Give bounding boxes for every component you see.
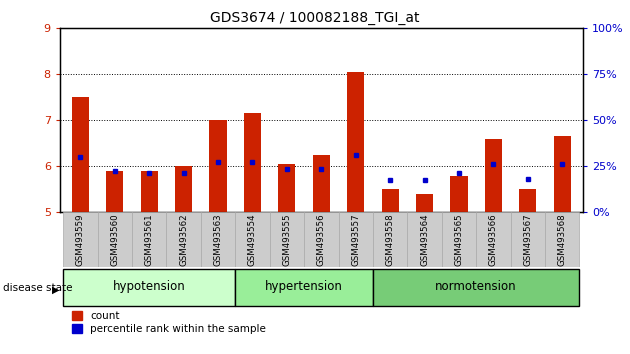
- FancyBboxPatch shape: [510, 212, 545, 267]
- Bar: [278, 164, 295, 212]
- Text: GSM493558: GSM493558: [386, 213, 394, 266]
- Bar: [416, 194, 433, 212]
- Bar: [140, 171, 158, 212]
- Text: GSM493565: GSM493565: [454, 213, 464, 266]
- Text: GSM493560: GSM493560: [110, 213, 120, 266]
- Bar: [450, 176, 467, 212]
- Text: normotension: normotension: [435, 280, 517, 293]
- Text: GSM493554: GSM493554: [248, 213, 257, 266]
- Bar: [106, 171, 123, 212]
- FancyBboxPatch shape: [98, 212, 132, 267]
- FancyBboxPatch shape: [338, 212, 373, 267]
- FancyBboxPatch shape: [304, 212, 338, 267]
- Text: GSM493557: GSM493557: [351, 213, 360, 266]
- Bar: [347, 72, 364, 212]
- FancyBboxPatch shape: [442, 212, 476, 267]
- Bar: [519, 189, 536, 212]
- Text: GSM493562: GSM493562: [179, 213, 188, 266]
- Bar: [244, 113, 261, 212]
- FancyBboxPatch shape: [201, 212, 235, 267]
- Text: GSM493566: GSM493566: [489, 213, 498, 266]
- FancyBboxPatch shape: [545, 212, 580, 267]
- FancyBboxPatch shape: [63, 269, 235, 306]
- Bar: [484, 139, 502, 212]
- FancyBboxPatch shape: [476, 212, 510, 267]
- Bar: [312, 155, 330, 212]
- Text: GSM493563: GSM493563: [214, 213, 222, 266]
- Bar: [210, 120, 227, 212]
- FancyBboxPatch shape: [166, 212, 201, 267]
- Text: GSM493555: GSM493555: [282, 213, 292, 266]
- Legend: count, percentile rank within the sample: count, percentile rank within the sample: [68, 307, 270, 338]
- FancyBboxPatch shape: [373, 212, 408, 267]
- Bar: [175, 166, 192, 212]
- FancyBboxPatch shape: [270, 212, 304, 267]
- Text: GSM493559: GSM493559: [76, 213, 85, 266]
- Text: GSM493567: GSM493567: [523, 213, 532, 266]
- Bar: [554, 137, 571, 212]
- FancyBboxPatch shape: [235, 269, 373, 306]
- FancyBboxPatch shape: [235, 212, 270, 267]
- Text: ▶: ▶: [52, 285, 60, 295]
- FancyBboxPatch shape: [132, 212, 166, 267]
- Bar: [72, 97, 89, 212]
- FancyBboxPatch shape: [373, 269, 580, 306]
- FancyBboxPatch shape: [63, 212, 98, 267]
- Text: GSM493564: GSM493564: [420, 213, 429, 266]
- Text: hypertension: hypertension: [265, 280, 343, 293]
- Bar: [382, 189, 399, 212]
- Text: hypotension: hypotension: [113, 280, 186, 293]
- Text: GSM493561: GSM493561: [145, 213, 154, 266]
- Text: GSM493568: GSM493568: [558, 213, 566, 266]
- Text: GSM493556: GSM493556: [317, 213, 326, 266]
- Text: GDS3674 / 100082188_TGI_at: GDS3674 / 100082188_TGI_at: [210, 11, 420, 25]
- Text: disease state: disease state: [3, 283, 72, 293]
- FancyBboxPatch shape: [408, 212, 442, 267]
